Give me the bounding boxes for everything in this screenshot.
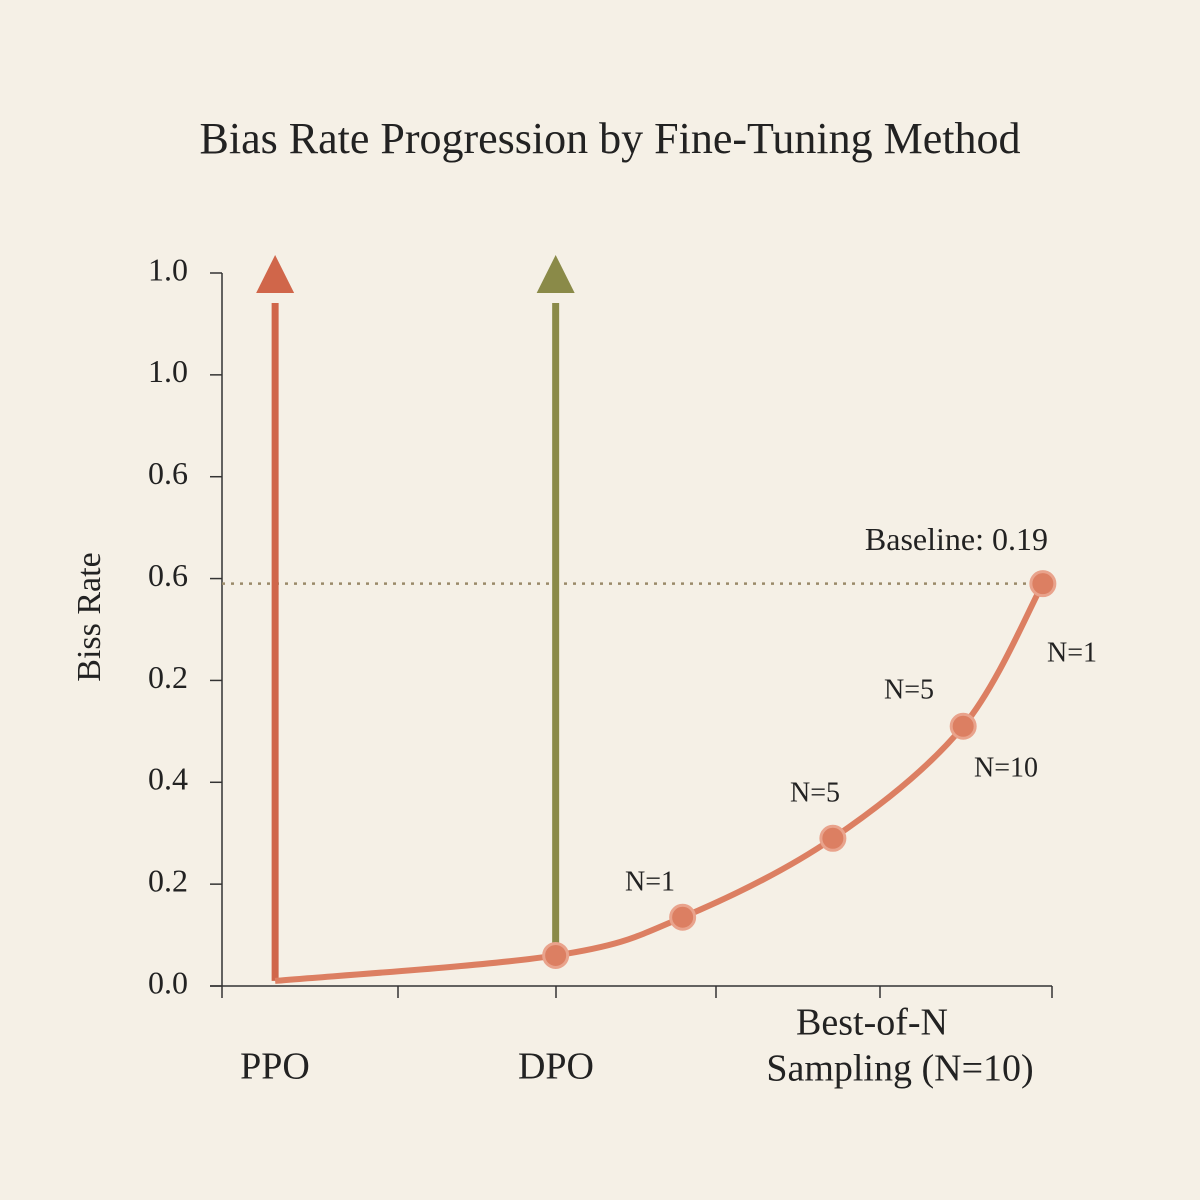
y-tick-label: 0.6 — [148, 455, 188, 491]
y-tick-label: 0.4 — [148, 761, 188, 797]
point — [1029, 570, 1057, 598]
x-ticks — [221, 986, 1053, 998]
point-label: N=1 — [625, 866, 675, 897]
point — [949, 712, 977, 740]
y-tick-label: 1.0 — [148, 353, 188, 389]
point — [669, 903, 697, 931]
y-tick-label: 1.0 — [148, 251, 188, 287]
point — [819, 824, 847, 852]
x-label: Best-of-N — [796, 1002, 948, 1044]
x-label: PPO — [240, 1046, 310, 1088]
point-label: N=1 — [1047, 637, 1097, 668]
baseline-label: Baseline: 0.19 — [865, 521, 1048, 557]
point — [542, 941, 570, 969]
point-label: N=5 — [884, 674, 934, 705]
point-label: N=5 — [790, 777, 840, 808]
point-label: N=10 — [974, 752, 1038, 783]
x-label: DPO — [518, 1046, 594, 1088]
y-tick-label: 0.2 — [148, 862, 188, 898]
x-label: Sampling (N=10) — [766, 1048, 1033, 1090]
y-axis-label: Biss Rate — [71, 552, 108, 681]
arrow-head — [256, 255, 295, 293]
y-tick-label: 0.6 — [148, 557, 188, 593]
y-tick-label: 0.0 — [148, 964, 188, 1000]
y-tick-label: 0.2 — [148, 659, 188, 695]
chart-title: Bias Rate Progression by Fine-Tuning Met… — [200, 114, 1021, 163]
arrow-head — [536, 255, 575, 293]
